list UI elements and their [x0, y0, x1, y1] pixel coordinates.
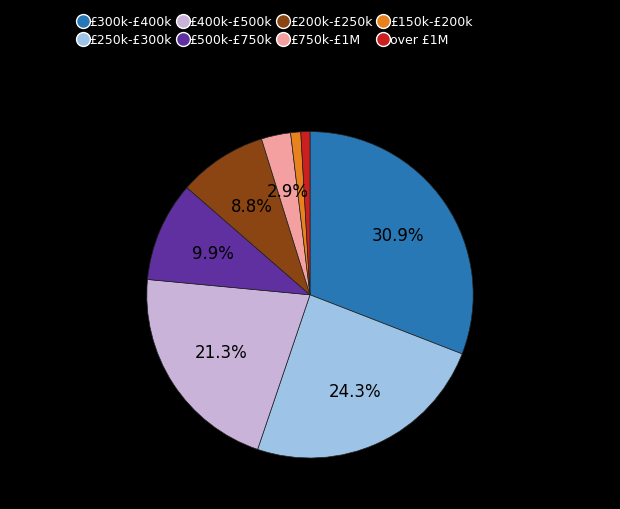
Text: 21.3%: 21.3%: [195, 344, 247, 362]
Wedge shape: [291, 133, 310, 295]
Text: 8.8%: 8.8%: [231, 197, 273, 215]
Wedge shape: [262, 133, 310, 295]
Legend: £300k-£400k, £250k-£300k, £400k-£500k, £500k-£750k, £200k-£250k, £750k-£1M, £150: £300k-£400k, £250k-£300k, £400k-£500k, £…: [79, 16, 472, 47]
Wedge shape: [258, 295, 462, 458]
Wedge shape: [147, 280, 310, 449]
Text: 24.3%: 24.3%: [329, 382, 381, 400]
Wedge shape: [301, 132, 310, 295]
Text: 2.9%: 2.9%: [267, 183, 309, 201]
Wedge shape: [148, 188, 310, 295]
Wedge shape: [187, 139, 310, 295]
Wedge shape: [310, 132, 473, 354]
Text: 30.9%: 30.9%: [371, 227, 424, 244]
Text: 9.9%: 9.9%: [192, 244, 234, 263]
